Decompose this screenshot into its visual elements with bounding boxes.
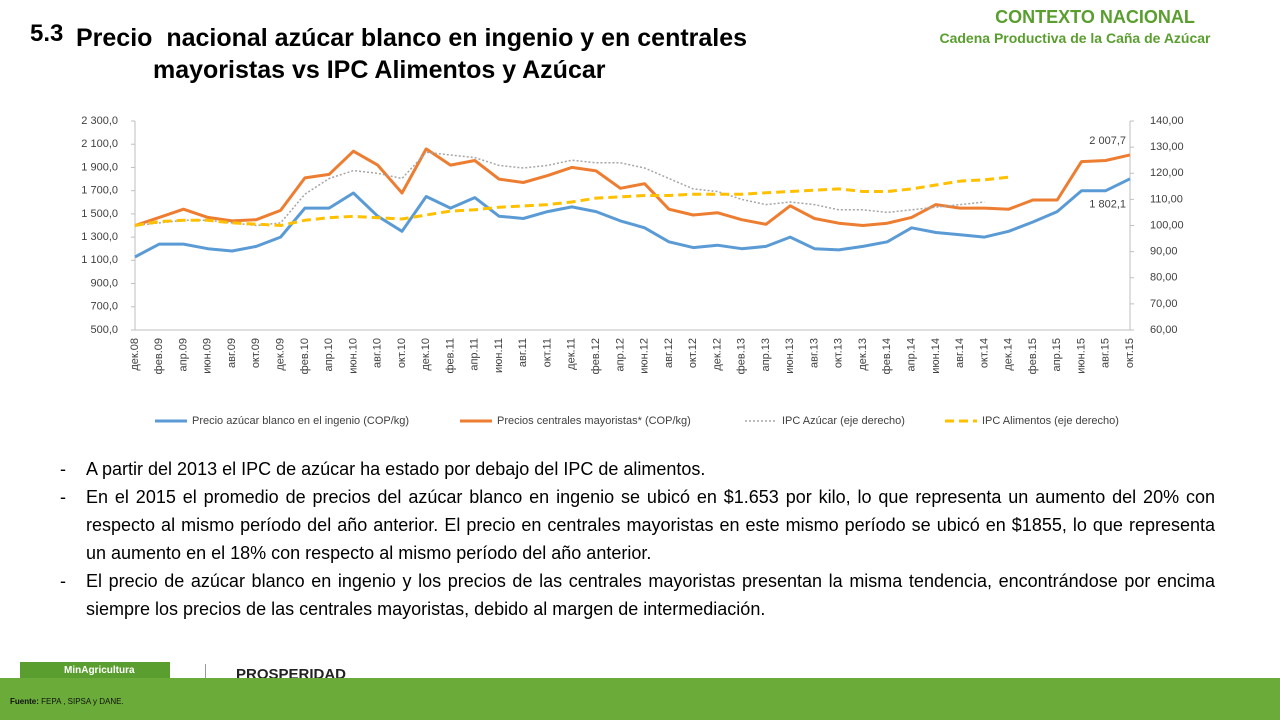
source: Fuente: FEPA , SIPSA y DANE.	[10, 697, 124, 706]
x-tick-label: апр.15	[1051, 338, 1063, 371]
x-tick-label: окт.10	[396, 338, 408, 368]
y2-tick-label: 90,00	[1150, 246, 1178, 258]
bullet: En el 2015 el promedio de precios del az…	[60, 483, 1215, 567]
x-tick-label: авг.09	[226, 338, 238, 368]
y-tick-label: 1 100,0	[81, 254, 118, 266]
x-tick-label: июн.12	[639, 338, 651, 374]
legend-label: Precio azúcar blanco en el ingenio (COP/…	[192, 415, 409, 427]
x-tick-label: авг.12	[663, 338, 675, 368]
x-tick-label: окт.15	[1124, 338, 1136, 368]
x-tick-label: окт.09	[250, 338, 262, 368]
x-tick-label: апр.13	[760, 338, 772, 371]
x-tick-label: окт.14	[978, 338, 990, 368]
slide-number: 5.3	[30, 20, 64, 47]
x-tick-label: апр.11	[469, 338, 481, 371]
y-tick-label: 1 900,0	[81, 161, 118, 173]
divider	[205, 664, 206, 680]
x-tick-label: дек.12	[711, 338, 723, 371]
x-tick-label: фев.10	[299, 338, 311, 374]
series-line	[134, 177, 1131, 259]
x-tick-label: дек.08	[129, 338, 141, 371]
x-tick-label: дек.10	[420, 338, 432, 371]
y2-tick-label: 130,00	[1150, 141, 1184, 153]
x-tick-label: фев.15	[1027, 338, 1039, 374]
y-tick-label: 1 300,0	[81, 231, 118, 243]
y-tick-label: 500,0	[90, 324, 118, 336]
y2-tick-label: 100,00	[1150, 219, 1184, 231]
series-line	[134, 147, 1131, 227]
y2-tick-label: 80,00	[1150, 272, 1178, 284]
y2-tick-label: 70,00	[1150, 298, 1178, 310]
x-tick-label: дек.13	[857, 338, 869, 371]
y-tick-label: 700,0	[90, 301, 118, 313]
legend-label: IPC Azúcar (eje derecho)	[782, 415, 905, 427]
x-tick-label: фев.09	[153, 338, 165, 374]
data-label: 2 007,7	[1089, 135, 1126, 147]
x-tick-label: апр.12	[614, 338, 626, 371]
x-tick-label: апр.14	[905, 338, 917, 371]
logo-box	[20, 662, 170, 680]
bullets: A partir del 2013 el IPC de azúcar ha es…	[60, 455, 1215, 623]
source-text: FEPA , SIPSA y DANE.	[38, 697, 124, 706]
x-tick-label: дек.14	[1003, 338, 1015, 371]
x-tick-label: авг.13	[808, 338, 820, 368]
x-tick-label: июн.10	[347, 338, 359, 374]
source-label: Fuente:	[10, 697, 39, 706]
footer-bar	[0, 678, 1280, 720]
y-tick-label: 1 700,0	[81, 185, 118, 197]
x-tick-label: фев.13	[736, 338, 748, 374]
x-tick-label: авг.10	[372, 338, 384, 368]
x-tick-label: авг.15	[1100, 338, 1112, 368]
y-tick-label: 2 300,0	[81, 115, 118, 127]
x-tick-label: июн.11	[493, 338, 505, 373]
bullet: A partir del 2013 el IPC de azúcar ha es…	[60, 455, 1215, 483]
y2-tick-label: 140,00	[1150, 115, 1184, 127]
legend-label: IPC Alimentos (eje derecho)	[982, 415, 1119, 427]
title: mayoristas vs IPC Alimentos y Azúcar	[153, 56, 606, 84]
logo: PROSPERIDAD	[236, 666, 347, 678]
x-tick-label: авг.14	[954, 338, 966, 368]
y-tick-label: 900,0	[90, 277, 118, 289]
header-sub: Cadena Productiva de la Caña de Azúcar	[939, 30, 1211, 46]
bullet: El precio de azúcar blanco en ingenio y …	[60, 567, 1215, 623]
x-tick-label: фев.11	[444, 338, 456, 374]
logo: MinAgricultura	[64, 665, 135, 676]
x-tick-label: окт.12	[687, 338, 699, 368]
x-tick-label: дек.09	[275, 338, 287, 371]
legend-label: Precios centrales mayoristas* (COP/kg)	[497, 415, 691, 427]
y-tick-label: 2 100,0	[81, 138, 118, 150]
y2-tick-label: 60,00	[1150, 324, 1178, 336]
y2-tick-label: 110,00	[1150, 193, 1183, 205]
x-tick-label: дек.11	[566, 338, 578, 370]
x-tick-label: фев.14	[881, 338, 893, 374]
x-tick-label: апр.10	[323, 338, 335, 371]
x-tick-label: апр.09	[177, 338, 189, 371]
y2-tick-label: 120,00	[1150, 167, 1184, 179]
x-tick-label: фев.12	[590, 338, 602, 374]
header: CONTEXTO NACIONAL	[995, 7, 1195, 27]
x-tick-label: июн.14	[930, 338, 942, 374]
y-tick-label: 1 500,0	[81, 208, 118, 220]
title: Precio nacional azúcar blanco en ingenio…	[76, 24, 748, 52]
x-tick-label: июн.15	[1075, 338, 1087, 374]
series-line	[134, 175, 1009, 227]
x-tick-label: окт.11	[541, 338, 553, 367]
data-label: 1 802,1	[1089, 199, 1126, 211]
x-tick-label: июн.09	[202, 338, 214, 374]
chart: 500,0 700,0 900,0 1 100,0 1 300,0 1 500,0 1 70…	[81, 115, 1184, 427]
x-tick-label: авг.11	[517, 338, 529, 367]
series-line	[134, 151, 985, 227]
x-tick-label: июн.13	[784, 338, 796, 374]
x-tick-label: окт.13	[833, 338, 845, 368]
